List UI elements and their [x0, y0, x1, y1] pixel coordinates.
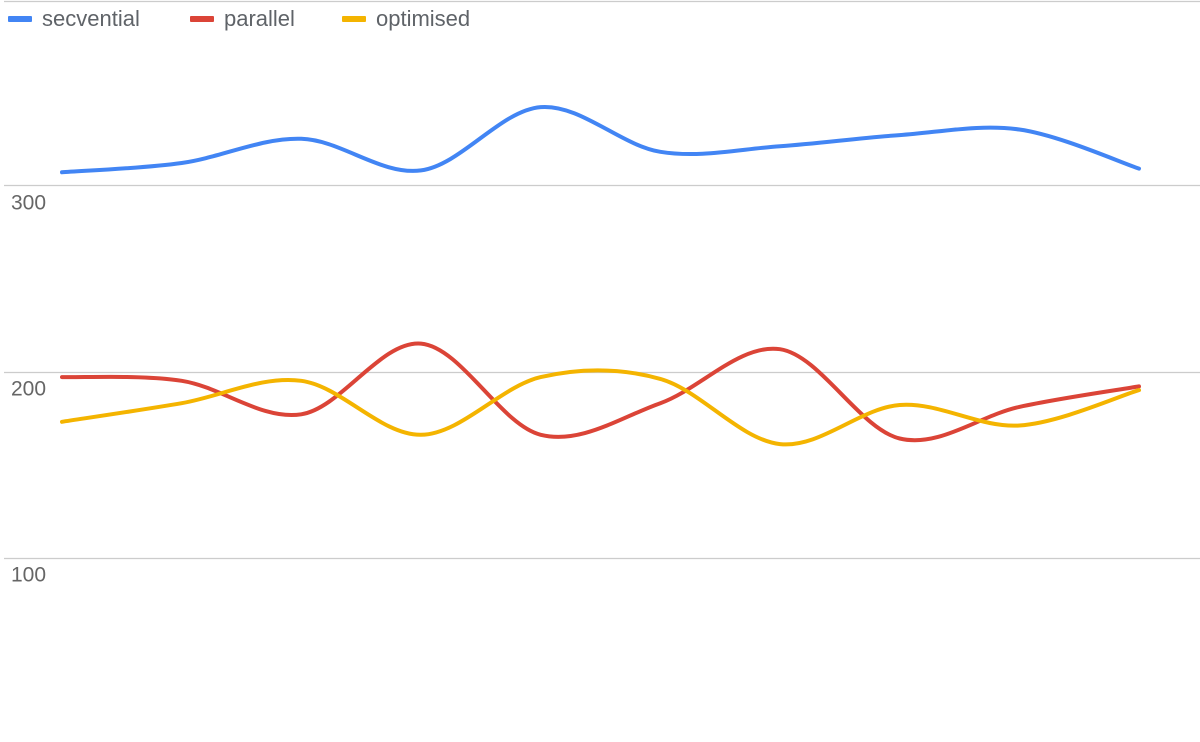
series-line-optimised: [60, 368, 1141, 447]
series-line-secvential: [60, 105, 1141, 175]
y-tick-label-200: 200: [11, 378, 46, 401]
y-axis-ticks: 100 200 300: [11, 191, 46, 586]
grid-layer: [4, 0, 1200, 560]
y-tick-label-100: 100: [11, 564, 46, 587]
legend-swatch-optimised: [342, 16, 366, 22]
legend-label-secvential: secvential: [42, 6, 140, 31]
series-layer: [60, 105, 1141, 447]
series-line-parallel: [60, 341, 1141, 443]
legend-swatch-parallel: [190, 16, 214, 22]
legend-label-optimised: optimised: [376, 6, 471, 31]
legend-swatch-secvential: [8, 16, 32, 22]
legend-label-parallel: parallel: [224, 6, 295, 31]
y-tick-label-300: 300: [11, 191, 46, 214]
